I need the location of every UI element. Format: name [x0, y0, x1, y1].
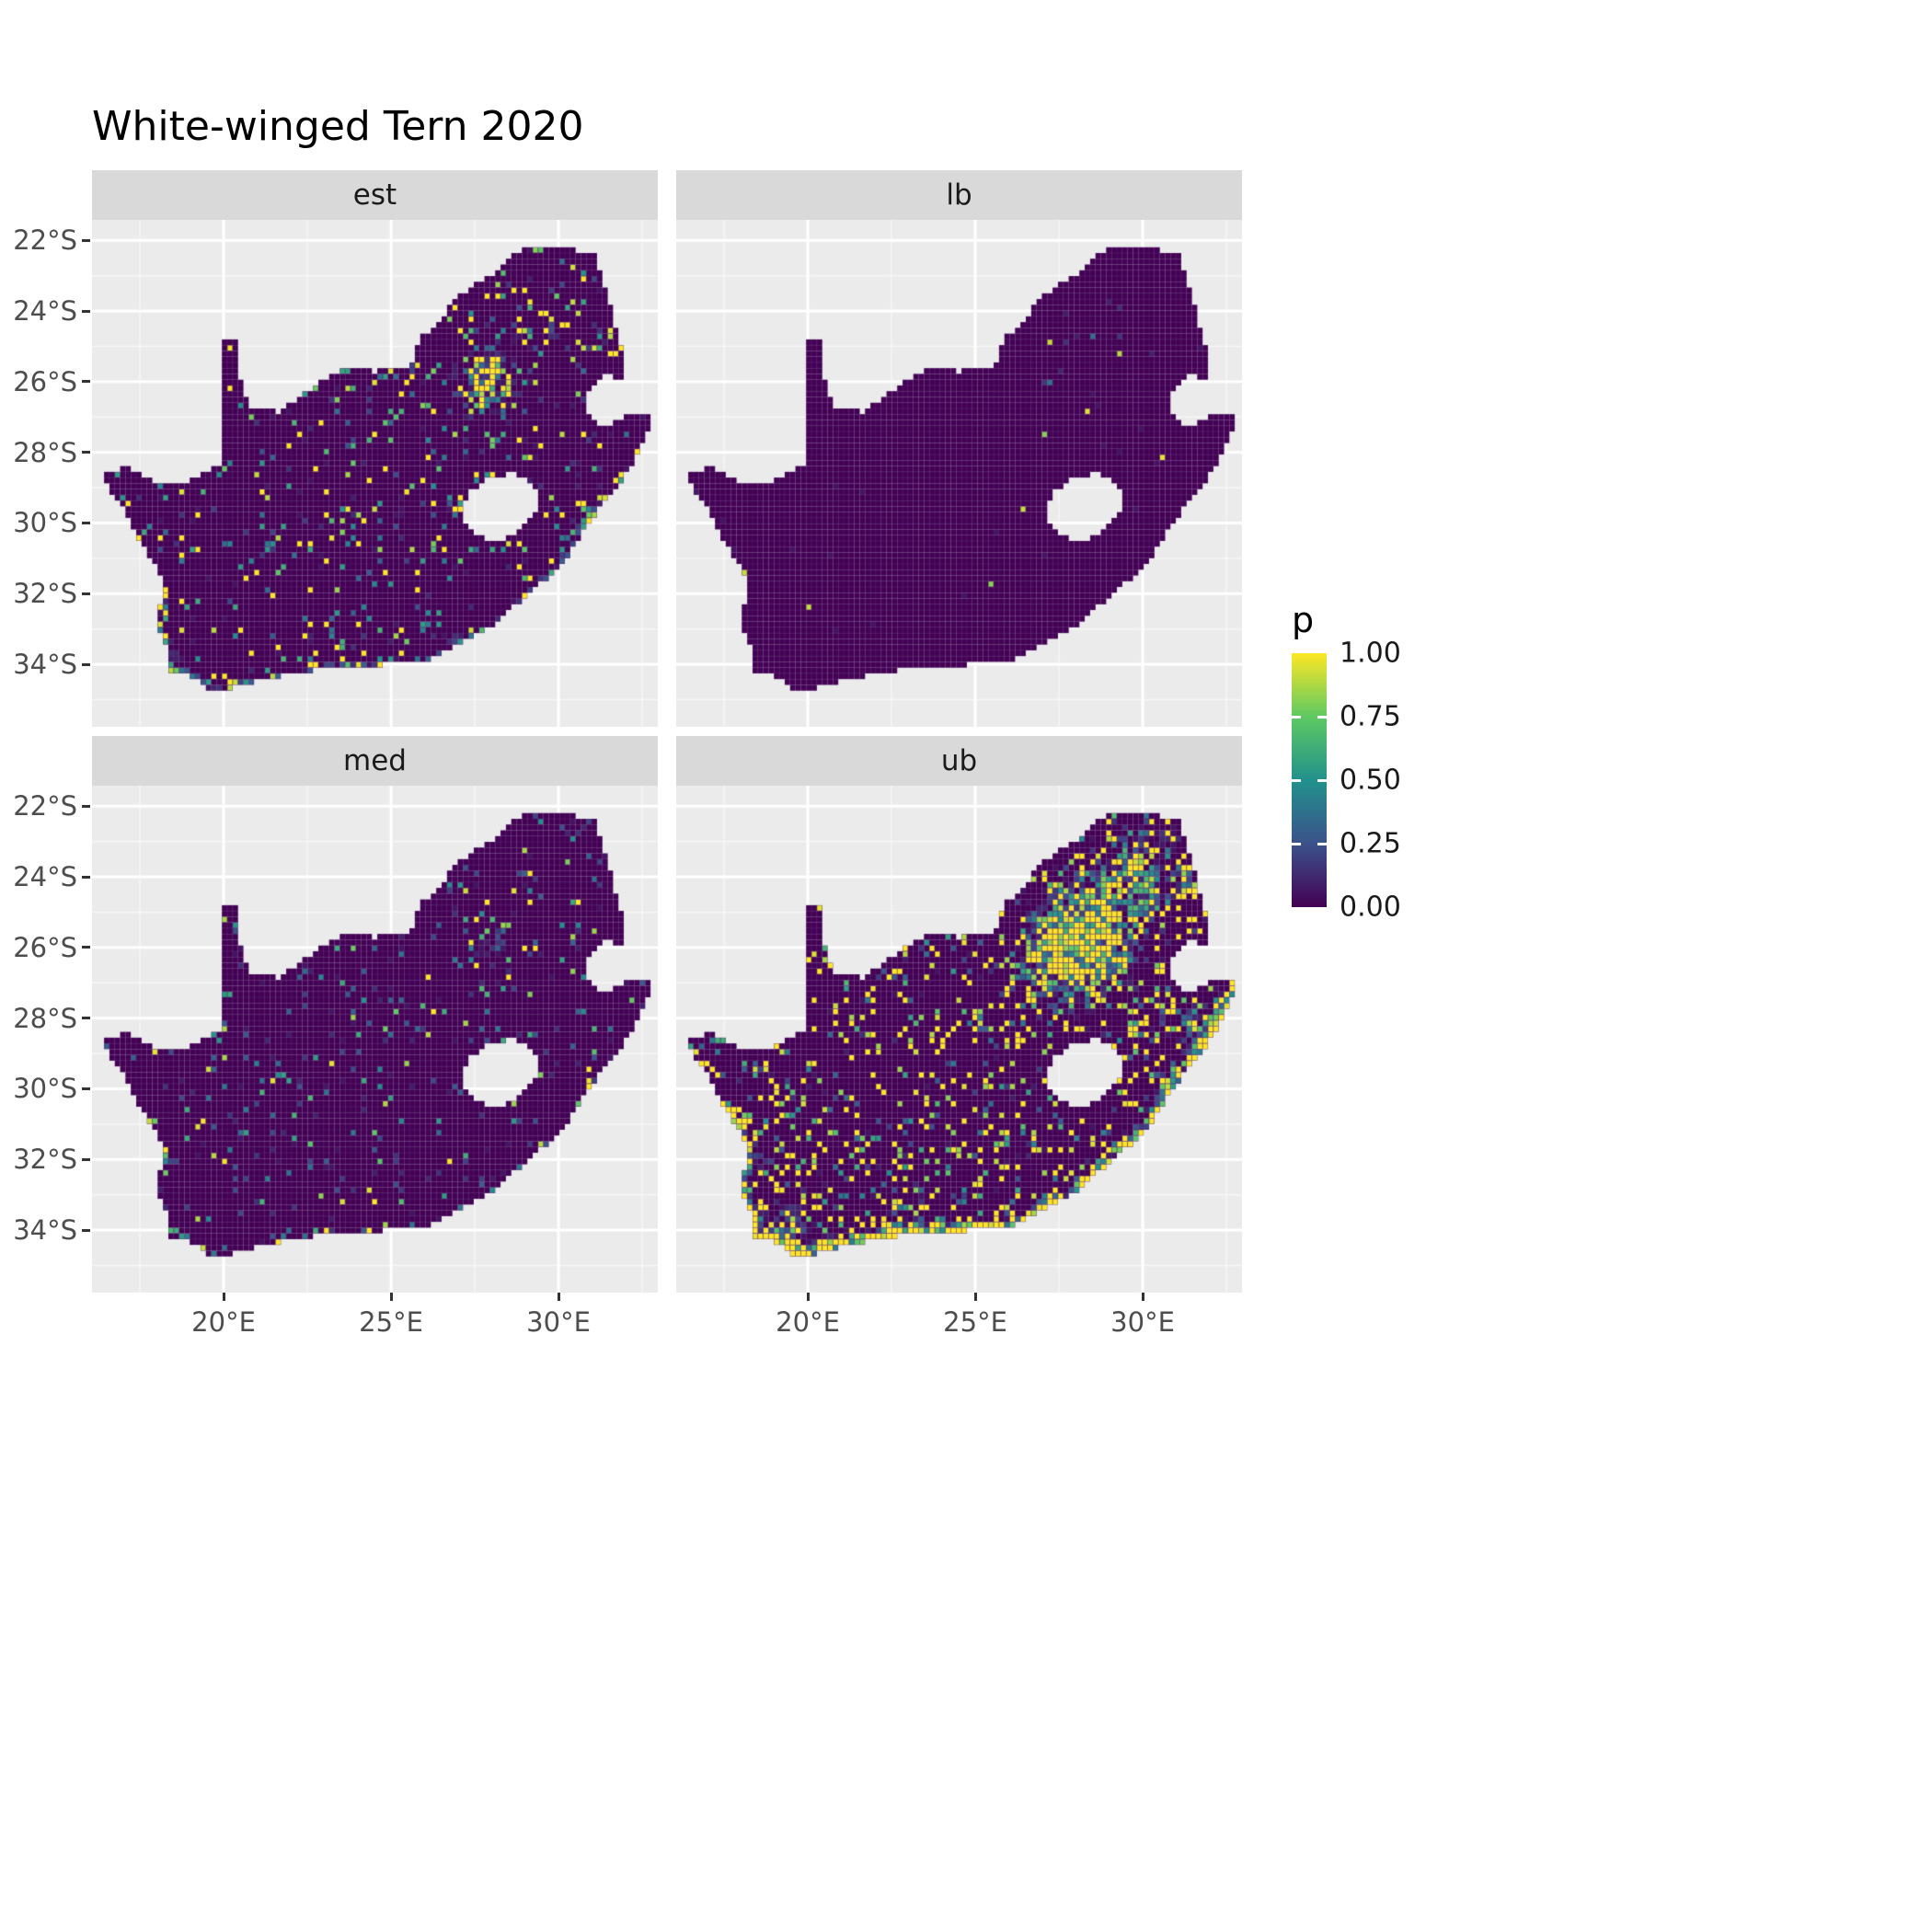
y-axis-tick-label: 30°S	[13, 507, 77, 539]
legend-break-tick	[1317, 778, 1327, 782]
y-axis-tick-label: 26°S	[13, 931, 77, 963]
y-axis-tick-mark	[82, 662, 90, 666]
y-axis-tick-mark	[82, 380, 90, 384]
legend-break-tick	[1317, 842, 1327, 845]
legend-break-tick	[1292, 778, 1301, 782]
y-axis-tick-label: 32°S	[13, 1144, 77, 1176]
facet-strip-lb: lb	[676, 170, 1242, 220]
x-axis-tick-label: 30°E	[526, 1306, 591, 1338]
y-axis-tick-label: 32°S	[13, 578, 77, 610]
x-axis-tick-mark	[806, 1293, 810, 1301]
map-panel-est	[92, 220, 658, 727]
y-axis-tick-mark	[82, 1228, 90, 1232]
x-axis-tick-label: 30°E	[1110, 1306, 1175, 1338]
y-axis-tick-mark	[82, 451, 90, 454]
y-axis-tick-mark	[82, 521, 90, 524]
y-axis-tick-mark	[82, 875, 90, 879]
y-axis-tick-mark	[82, 238, 90, 242]
y-axis-tick-label: 24°S	[13, 295, 77, 328]
y-axis-tick-label: 30°S	[13, 1073, 77, 1105]
y-axis-tick-label: 34°S	[13, 649, 77, 681]
x-axis-tick-mark	[973, 1293, 977, 1301]
x-axis-tick-mark	[1141, 1293, 1144, 1301]
map-panel-med	[92, 786, 658, 1293]
y-axis-tick-label: 24°S	[13, 861, 77, 893]
x-axis-tick-label: 20°E	[191, 1306, 256, 1338]
y-axis-tick-label: 22°S	[13, 790, 77, 822]
legend-tick-label: 1.00	[1340, 637, 1401, 670]
legend-tick-label: 0.25	[1340, 827, 1401, 860]
y-axis-tick-label: 34°S	[13, 1214, 77, 1247]
x-axis-tick-label: 25°E	[943, 1306, 1007, 1338]
y-axis-tick-mark	[82, 804, 90, 808]
facet-strip-med: med	[92, 736, 658, 786]
facet-strip-ub: ub	[676, 736, 1242, 786]
y-axis-tick-label: 26°S	[13, 365, 77, 397]
x-axis-tick-mark	[389, 1293, 393, 1301]
y-axis-tick-mark	[82, 1087, 90, 1090]
legend-break-tick	[1317, 715, 1327, 719]
x-axis-tick-label: 20°E	[776, 1306, 840, 1338]
y-axis-tick-label: 28°S	[13, 436, 77, 468]
y-axis-tick-mark	[82, 309, 90, 313]
map-panel-ub	[676, 786, 1242, 1293]
legend-title: p	[1292, 600, 1315, 640]
x-axis-tick-mark	[222, 1293, 225, 1301]
y-axis-tick-label: 28°S	[13, 1002, 77, 1034]
y-axis-tick-mark	[82, 946, 90, 949]
legend-break-tick	[1292, 842, 1301, 845]
y-axis-tick-mark	[82, 1017, 90, 1020]
plot-title: White-winged Tern 2020	[92, 103, 584, 150]
map-panel-lb	[676, 220, 1242, 727]
y-axis-tick-label: 22°S	[13, 224, 77, 257]
legend-tick-label: 0.00	[1340, 891, 1401, 924]
legend-tick-label: 0.75	[1340, 700, 1401, 733]
x-axis-tick-mark	[557, 1293, 560, 1301]
y-axis-tick-mark	[82, 592, 90, 595]
legend-tick-label: 0.50	[1340, 764, 1401, 797]
facet-strip-est: est	[92, 170, 658, 220]
x-axis-tick-label: 25°E	[359, 1306, 423, 1338]
y-axis-tick-mark	[82, 1157, 90, 1161]
legend-break-tick	[1292, 715, 1301, 719]
